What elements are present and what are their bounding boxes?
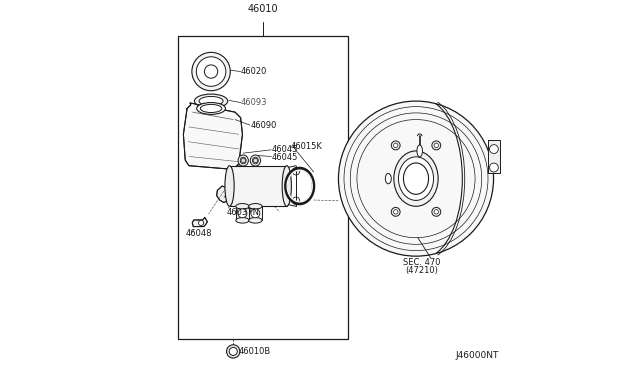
Ellipse shape bbox=[250, 155, 260, 166]
Bar bbox=[230, 166, 287, 206]
Ellipse shape bbox=[403, 163, 429, 194]
Circle shape bbox=[391, 141, 400, 150]
Ellipse shape bbox=[196, 103, 225, 114]
Text: 46010: 46010 bbox=[248, 4, 278, 14]
Circle shape bbox=[204, 65, 218, 78]
Bar bbox=[249, 206, 262, 220]
Ellipse shape bbox=[195, 94, 228, 108]
Text: 46048: 46048 bbox=[185, 229, 212, 238]
Ellipse shape bbox=[240, 157, 246, 164]
Ellipse shape bbox=[249, 218, 262, 223]
Text: 46045: 46045 bbox=[272, 153, 298, 162]
Polygon shape bbox=[192, 217, 207, 227]
Bar bbox=[488, 140, 500, 173]
Circle shape bbox=[394, 143, 398, 148]
Ellipse shape bbox=[238, 155, 248, 166]
Text: 46045: 46045 bbox=[272, 145, 298, 154]
Text: 46037N: 46037N bbox=[227, 208, 260, 217]
Ellipse shape bbox=[385, 173, 391, 184]
Circle shape bbox=[227, 345, 240, 358]
Circle shape bbox=[241, 158, 245, 163]
Text: 46010B: 46010B bbox=[239, 347, 271, 356]
Circle shape bbox=[490, 163, 499, 172]
Circle shape bbox=[229, 347, 237, 356]
Text: 46093: 46093 bbox=[241, 98, 268, 107]
Text: J46000NT: J46000NT bbox=[456, 351, 499, 360]
Ellipse shape bbox=[199, 96, 223, 106]
Ellipse shape bbox=[236, 218, 249, 223]
Ellipse shape bbox=[282, 166, 291, 206]
Text: 46015K: 46015K bbox=[291, 142, 323, 151]
Ellipse shape bbox=[394, 151, 438, 206]
Circle shape bbox=[434, 210, 438, 214]
Text: SEC. 470: SEC. 470 bbox=[403, 258, 440, 267]
Circle shape bbox=[238, 209, 247, 218]
Ellipse shape bbox=[399, 157, 433, 201]
Ellipse shape bbox=[249, 203, 262, 209]
Text: (47210): (47210) bbox=[405, 266, 438, 275]
Polygon shape bbox=[216, 186, 228, 203]
Circle shape bbox=[432, 208, 441, 216]
Circle shape bbox=[251, 209, 260, 218]
Bar bbox=[178, 36, 348, 339]
Circle shape bbox=[434, 143, 438, 148]
Circle shape bbox=[339, 101, 493, 256]
Circle shape bbox=[432, 141, 441, 150]
Text: 46020: 46020 bbox=[241, 67, 268, 76]
Bar bbox=[236, 206, 249, 220]
Circle shape bbox=[394, 210, 398, 214]
Text: 46090: 46090 bbox=[251, 121, 277, 129]
Ellipse shape bbox=[236, 203, 249, 209]
Ellipse shape bbox=[252, 157, 259, 164]
Circle shape bbox=[490, 145, 499, 154]
Circle shape bbox=[391, 208, 400, 216]
Ellipse shape bbox=[225, 166, 234, 206]
Ellipse shape bbox=[200, 105, 222, 112]
Circle shape bbox=[198, 220, 204, 225]
Circle shape bbox=[253, 158, 258, 163]
Circle shape bbox=[196, 57, 226, 86]
Circle shape bbox=[192, 52, 230, 91]
Ellipse shape bbox=[417, 145, 422, 157]
Polygon shape bbox=[184, 103, 243, 169]
